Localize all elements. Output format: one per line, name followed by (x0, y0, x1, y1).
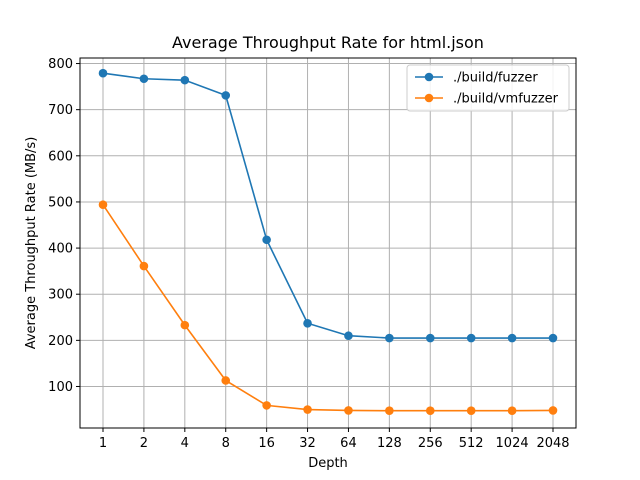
data-point (507, 333, 517, 343)
data-point (98, 68, 108, 78)
data-point (466, 333, 476, 343)
y-tick-label: 600 (48, 149, 73, 164)
plot-area-frame (79, 57, 577, 429)
x-tick-label: 32 (299, 436, 316, 451)
y-axis-title: Average Throughput Rate (MB/s) (24, 137, 39, 350)
x-tick-label: 16 (258, 436, 275, 451)
data-point (98, 200, 108, 210)
data-point (221, 91, 231, 100)
y-tick-label: 400 (48, 242, 73, 257)
data-point (262, 401, 271, 410)
legend-entry: ./build/fuzzer (415, 71, 538, 86)
legend-entry: ./build/vmfuzzer (415, 92, 559, 107)
legend-marker (424, 93, 434, 103)
y-tick-label: 300 (48, 288, 73, 303)
legend-marker (424, 72, 434, 82)
data-point (139, 74, 149, 84)
data-point (139, 261, 149, 271)
ticks: 1 2 4 8 16 32 64 128 256 512 1024 2048 100 200 300 400 5… (48, 57, 569, 451)
data-point (425, 333, 435, 343)
series-1 (98, 68, 558, 343)
y-tick-label: 800 (48, 57, 73, 72)
legend: ./build/fuzzer ./build/vmfuzzer (406, 64, 570, 112)
data-point (466, 406, 476, 415)
x-tick-label: 256 (418, 436, 443, 451)
x-tick-label: 4 (181, 436, 189, 451)
series-2 (98, 200, 558, 415)
data-point (262, 235, 271, 245)
legend-label: ./build/vmfuzzer (453, 92, 559, 107)
legend-label: ./build/fuzzer (453, 71, 538, 86)
y-tick-label: 700 (48, 103, 73, 118)
x-tick-label: 8 (222, 436, 230, 451)
series-line (102, 204, 554, 412)
y-tick-label: 100 (48, 380, 73, 395)
data-point (180, 320, 190, 330)
y-tick-label: 500 (48, 195, 73, 210)
data-point (507, 406, 517, 415)
data-point (385, 406, 394, 415)
data-point (344, 406, 353, 415)
legend-frame (406, 64, 570, 112)
data-point (221, 376, 231, 385)
data-point (425, 406, 435, 415)
x-tick-label: 64 (340, 436, 357, 451)
series-line (102, 72, 553, 339)
y-tick-label: 200 (48, 334, 73, 349)
x-tick-label: 1024 (496, 436, 529, 451)
chart-title: Average Throughput Rate for html.json (172, 33, 484, 52)
data-point (548, 406, 558, 415)
data-point (344, 331, 353, 341)
data-point (303, 318, 312, 328)
x-tick-label: 2048 (536, 436, 569, 451)
x-axis-title: Depth (308, 456, 348, 471)
data-point (385, 333, 394, 343)
data-point (303, 405, 312, 414)
data-point (180, 75, 190, 85)
series-layer (98, 68, 558, 415)
x-tick-label: 1 (99, 436, 107, 451)
data-point (548, 333, 558, 343)
x-tick-label: 2 (140, 436, 148, 451)
x-tick-label: 128 (377, 436, 402, 451)
x-tick-label: 512 (459, 436, 484, 451)
